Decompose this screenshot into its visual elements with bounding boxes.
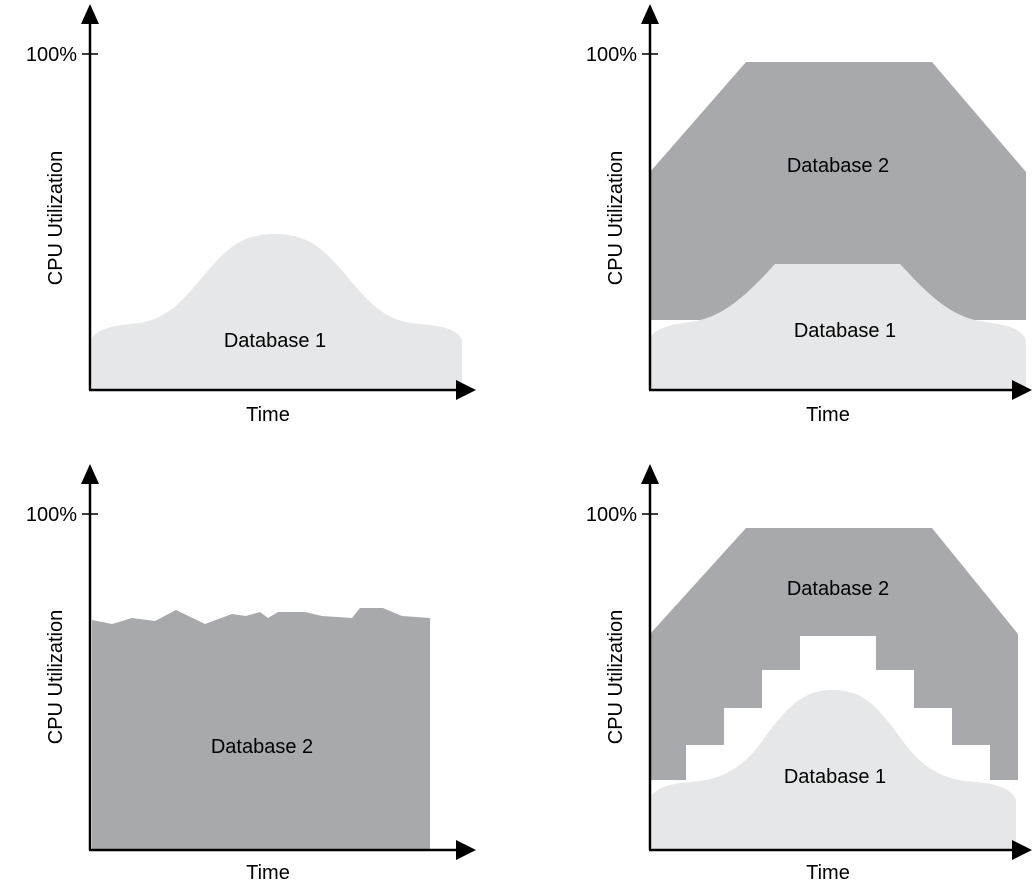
panel-1-x-axis-arrow [456,380,476,400]
panel-1-y-axis-label: CPU Utilization [45,151,67,285]
panel-3-100-tick-label: 100% [26,504,77,526]
panel-4-x-axis-arrow [1012,840,1032,860]
panel-2-100-tick-label: 100% [586,44,637,66]
panel-3-database-2-area [92,608,430,850]
chart-panel-2: Database 2 Database 1 100% CPU Utilizati… [586,4,1032,426]
panel-2-x-axis-label: Time [806,404,850,426]
panel-4-y-axis-arrow [641,464,659,484]
panel-2-database-2-label: Database 2 [787,155,889,177]
chart-panel-3: Database 2 100% CPU Utilization Time [26,464,476,881]
panel-3-x-axis-label: Time [246,862,290,881]
panel-3-x-axis-arrow [456,840,476,860]
panel-1-database-1-area [92,234,462,390]
panel-4-x-axis-label: Time [806,862,850,881]
chart-panel-1: Database 1 100% CPU Utilization Time [26,4,476,426]
panel-4-database-1-label: Database 1 [784,766,886,788]
panel-1-y-axis-arrow [81,4,99,24]
panel-4-database-2-label: Database 2 [787,578,889,600]
panel-1-database-1-label: Database 1 [224,330,326,352]
panel-2-y-axis-arrow [641,4,659,24]
panel-4-100-tick-label: 100% [586,504,637,526]
panel-3-y-axis-label: CPU Utilization [45,610,67,744]
panel-3-y-axis-arrow [81,464,99,484]
panel-1-100-tick-label: 100% [26,44,77,66]
panel-4-y-axis-label: CPU Utilization [605,610,627,744]
panel-3-database-2-label: Database 2 [211,736,313,758]
panel-1-x-axis-label: Time [246,404,290,426]
panel-2-y-axis-label: CPU Utilization [605,151,627,285]
panel-2-database-1-label: Database 1 [794,320,896,342]
chart-panel-4: Database 2 Database 1 100% CPU Utilizati… [586,464,1032,881]
